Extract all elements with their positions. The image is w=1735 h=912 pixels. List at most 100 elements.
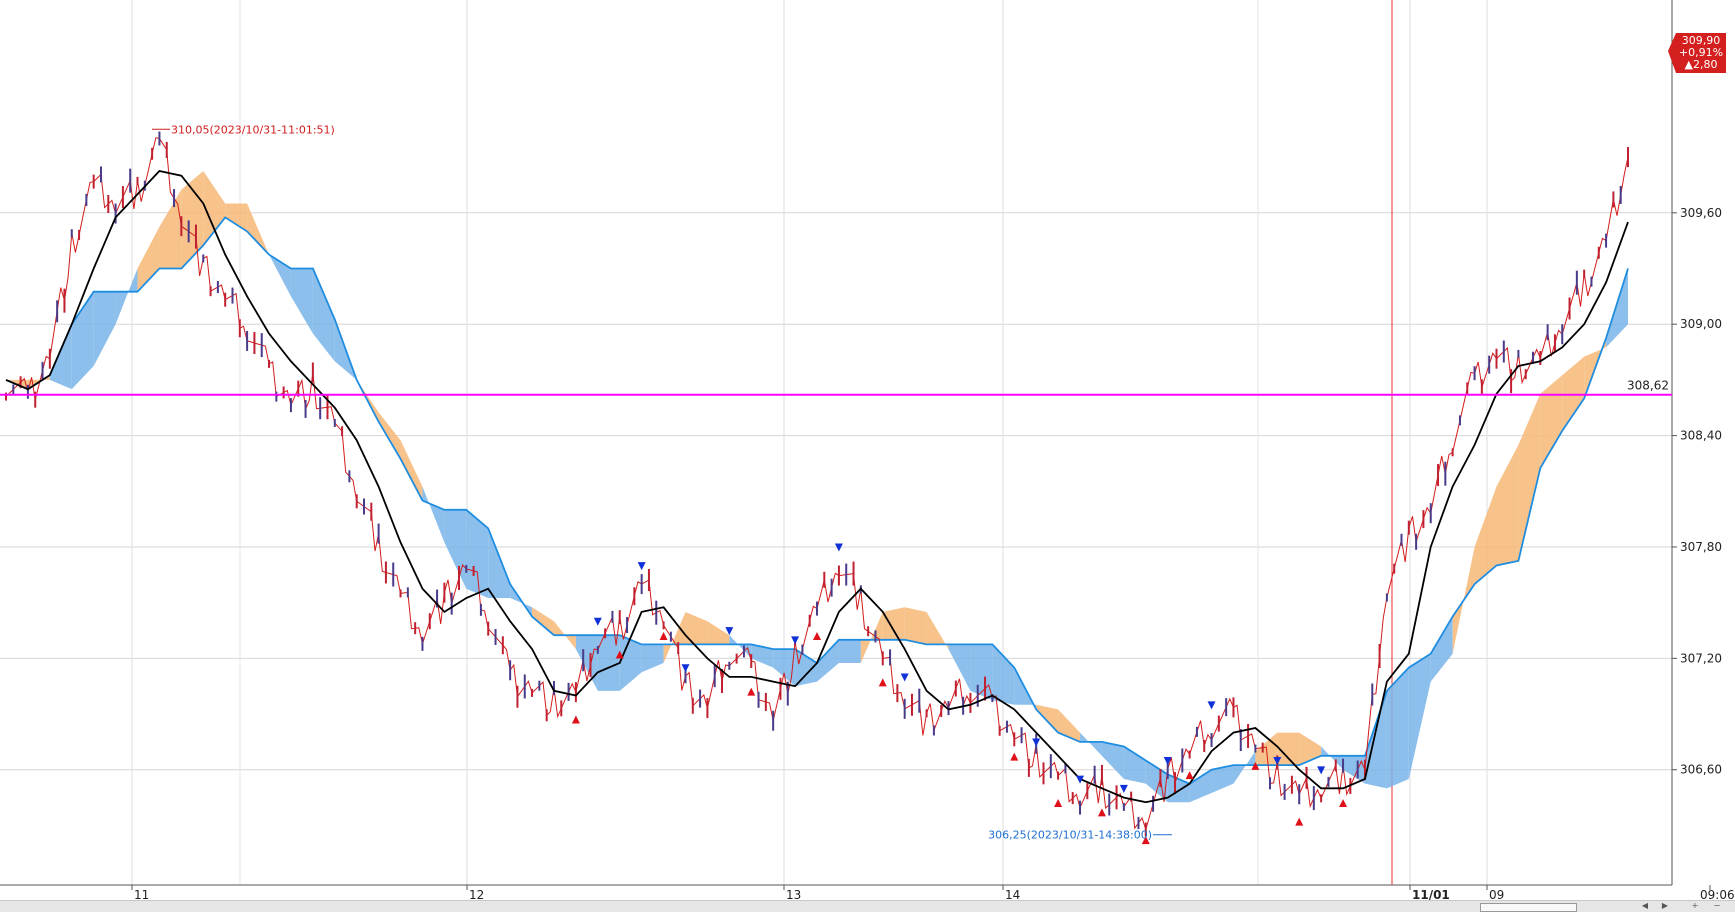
horizontal-scrollbar[interactable]: ◀ ▶ + − [0,900,1735,912]
sell-arrow-icon [1207,701,1216,710]
cloud-segment [882,607,905,640]
x-tick-label: 13 [786,888,801,900]
cloud-segment [1299,732,1322,766]
zoom-out-icon[interactable]: − [1713,901,1721,910]
cloud-segment [137,226,160,292]
sell-arrow-icon [791,636,800,645]
cloud-segment [1101,741,1124,780]
cloud-segment [1123,746,1146,784]
buy-arrow-icon [1010,752,1019,761]
cloud-segment [751,644,774,668]
x-tick-label: 09:06 [1700,888,1735,900]
cloud-segment [225,203,248,232]
span-b-line [5,216,1629,785]
buy-arrow-icon [615,650,624,659]
low-marker-label: 306,25(2023/10/31-14:38:00) [988,829,1152,842]
cloud-segment [290,268,313,334]
cloud-segment [1540,375,1563,469]
reference-line-label: 308,62 [1627,379,1669,393]
buy-arrow-icon [1141,836,1150,845]
x-tick-label: 09 [1489,888,1504,900]
cloud-segment [1058,709,1081,742]
y-tick-label: 309,60 [1680,206,1722,220]
sell-arrow-icon [1119,784,1128,793]
scroll-left-icon[interactable]: ◀ [1641,901,1649,910]
cloud-segment [444,509,467,589]
cloud-segment [1474,486,1497,585]
last-price-text: +0,91% [1679,46,1723,59]
sell-arrow-icon [1317,766,1326,775]
cloud-segment [926,611,949,650]
cloud-segment [1408,653,1431,780]
x-tick-label: 11 [134,888,149,900]
cloud-segment [1343,755,1365,784]
sell-arrow-icon [1076,775,1085,784]
x-tick-label: 12 [469,888,484,900]
annotations: 310,05(2023/10/31-11:01:51) 306,25(2023/1… [152,33,1726,842]
sell-arrow-icon [1032,738,1041,747]
x-tick-label: 11/01 [1412,888,1450,900]
cloud-segment [1496,444,1519,566]
cloud-segment [466,509,489,599]
cloud-segment [71,291,94,390]
cloud-segment [203,171,226,246]
buy-arrow-icon [1339,799,1348,808]
cloud-segment [378,412,401,459]
cloud-segment [247,203,270,255]
sell-arrow-icon [681,664,690,673]
cloud-segment [1189,769,1212,803]
buy-arrow-icon [571,715,580,724]
signal-arrows [571,543,1348,845]
last-price-badge [1668,33,1726,73]
cloud-segment [992,644,1015,705]
cloud-segment [904,607,927,645]
sell-arrow-icon [1163,757,1172,766]
cloud-segment [817,639,839,682]
buy-arrow-icon [813,631,821,640]
y-tick-label: 307,20 [1680,651,1722,665]
cloud-segment [115,268,138,325]
y-tick-label: 308,40 [1680,429,1722,443]
ichimoku-cloud [5,171,1629,803]
scroll-right-icon[interactable]: ▶ [1661,901,1669,910]
cloud-segment [685,611,708,645]
baseline-line [5,170,1629,804]
cloud-segment [1233,751,1256,784]
cloud-segment [948,644,971,691]
x-axis: 11 12 13 14 11/01 09 09:06 [131,885,1735,902]
cloud-segment [729,635,752,659]
cloud-segment [422,486,445,543]
cloud-segment [641,644,664,673]
buy-arrow-icon [747,687,756,696]
buy-arrow-icon [1251,761,1260,770]
cloud-segment [49,324,72,390]
cloud-segment [838,639,861,663]
y-tick-label: 309,00 [1680,317,1722,331]
buy-arrow-icon [659,631,668,640]
reference-line-group: 308,62 [0,379,1672,396]
price-lines [5,131,1629,837]
cloud-segment [597,635,620,691]
cloud-segment [575,635,598,691]
sell-arrow-icon [834,543,843,552]
cloud-segment [1080,732,1102,756]
cloud-segment [1430,616,1453,682]
cloud-segment [1386,667,1409,789]
sell-arrow-icon [593,617,602,626]
cloud-segment [860,611,883,663]
cloud-segment [707,621,730,645]
cloud-segment [269,254,291,297]
zoom-in-icon[interactable]: + [1691,901,1699,910]
buy-arrow-icon [1054,799,1063,808]
cloud-segment [1518,393,1541,561]
cloud-segment [181,171,204,269]
cloud-segment [488,528,511,599]
sell-arrow-icon [1273,757,1282,766]
sell-arrow-icon [900,673,909,682]
y-axis: 309,60 309,00 308,40 307,80 307,20 306,60 [1672,206,1722,777]
buy-arrow-icon [1295,817,1304,826]
cloud-segment [1277,732,1300,766]
sell-arrow-icon [637,562,646,571]
